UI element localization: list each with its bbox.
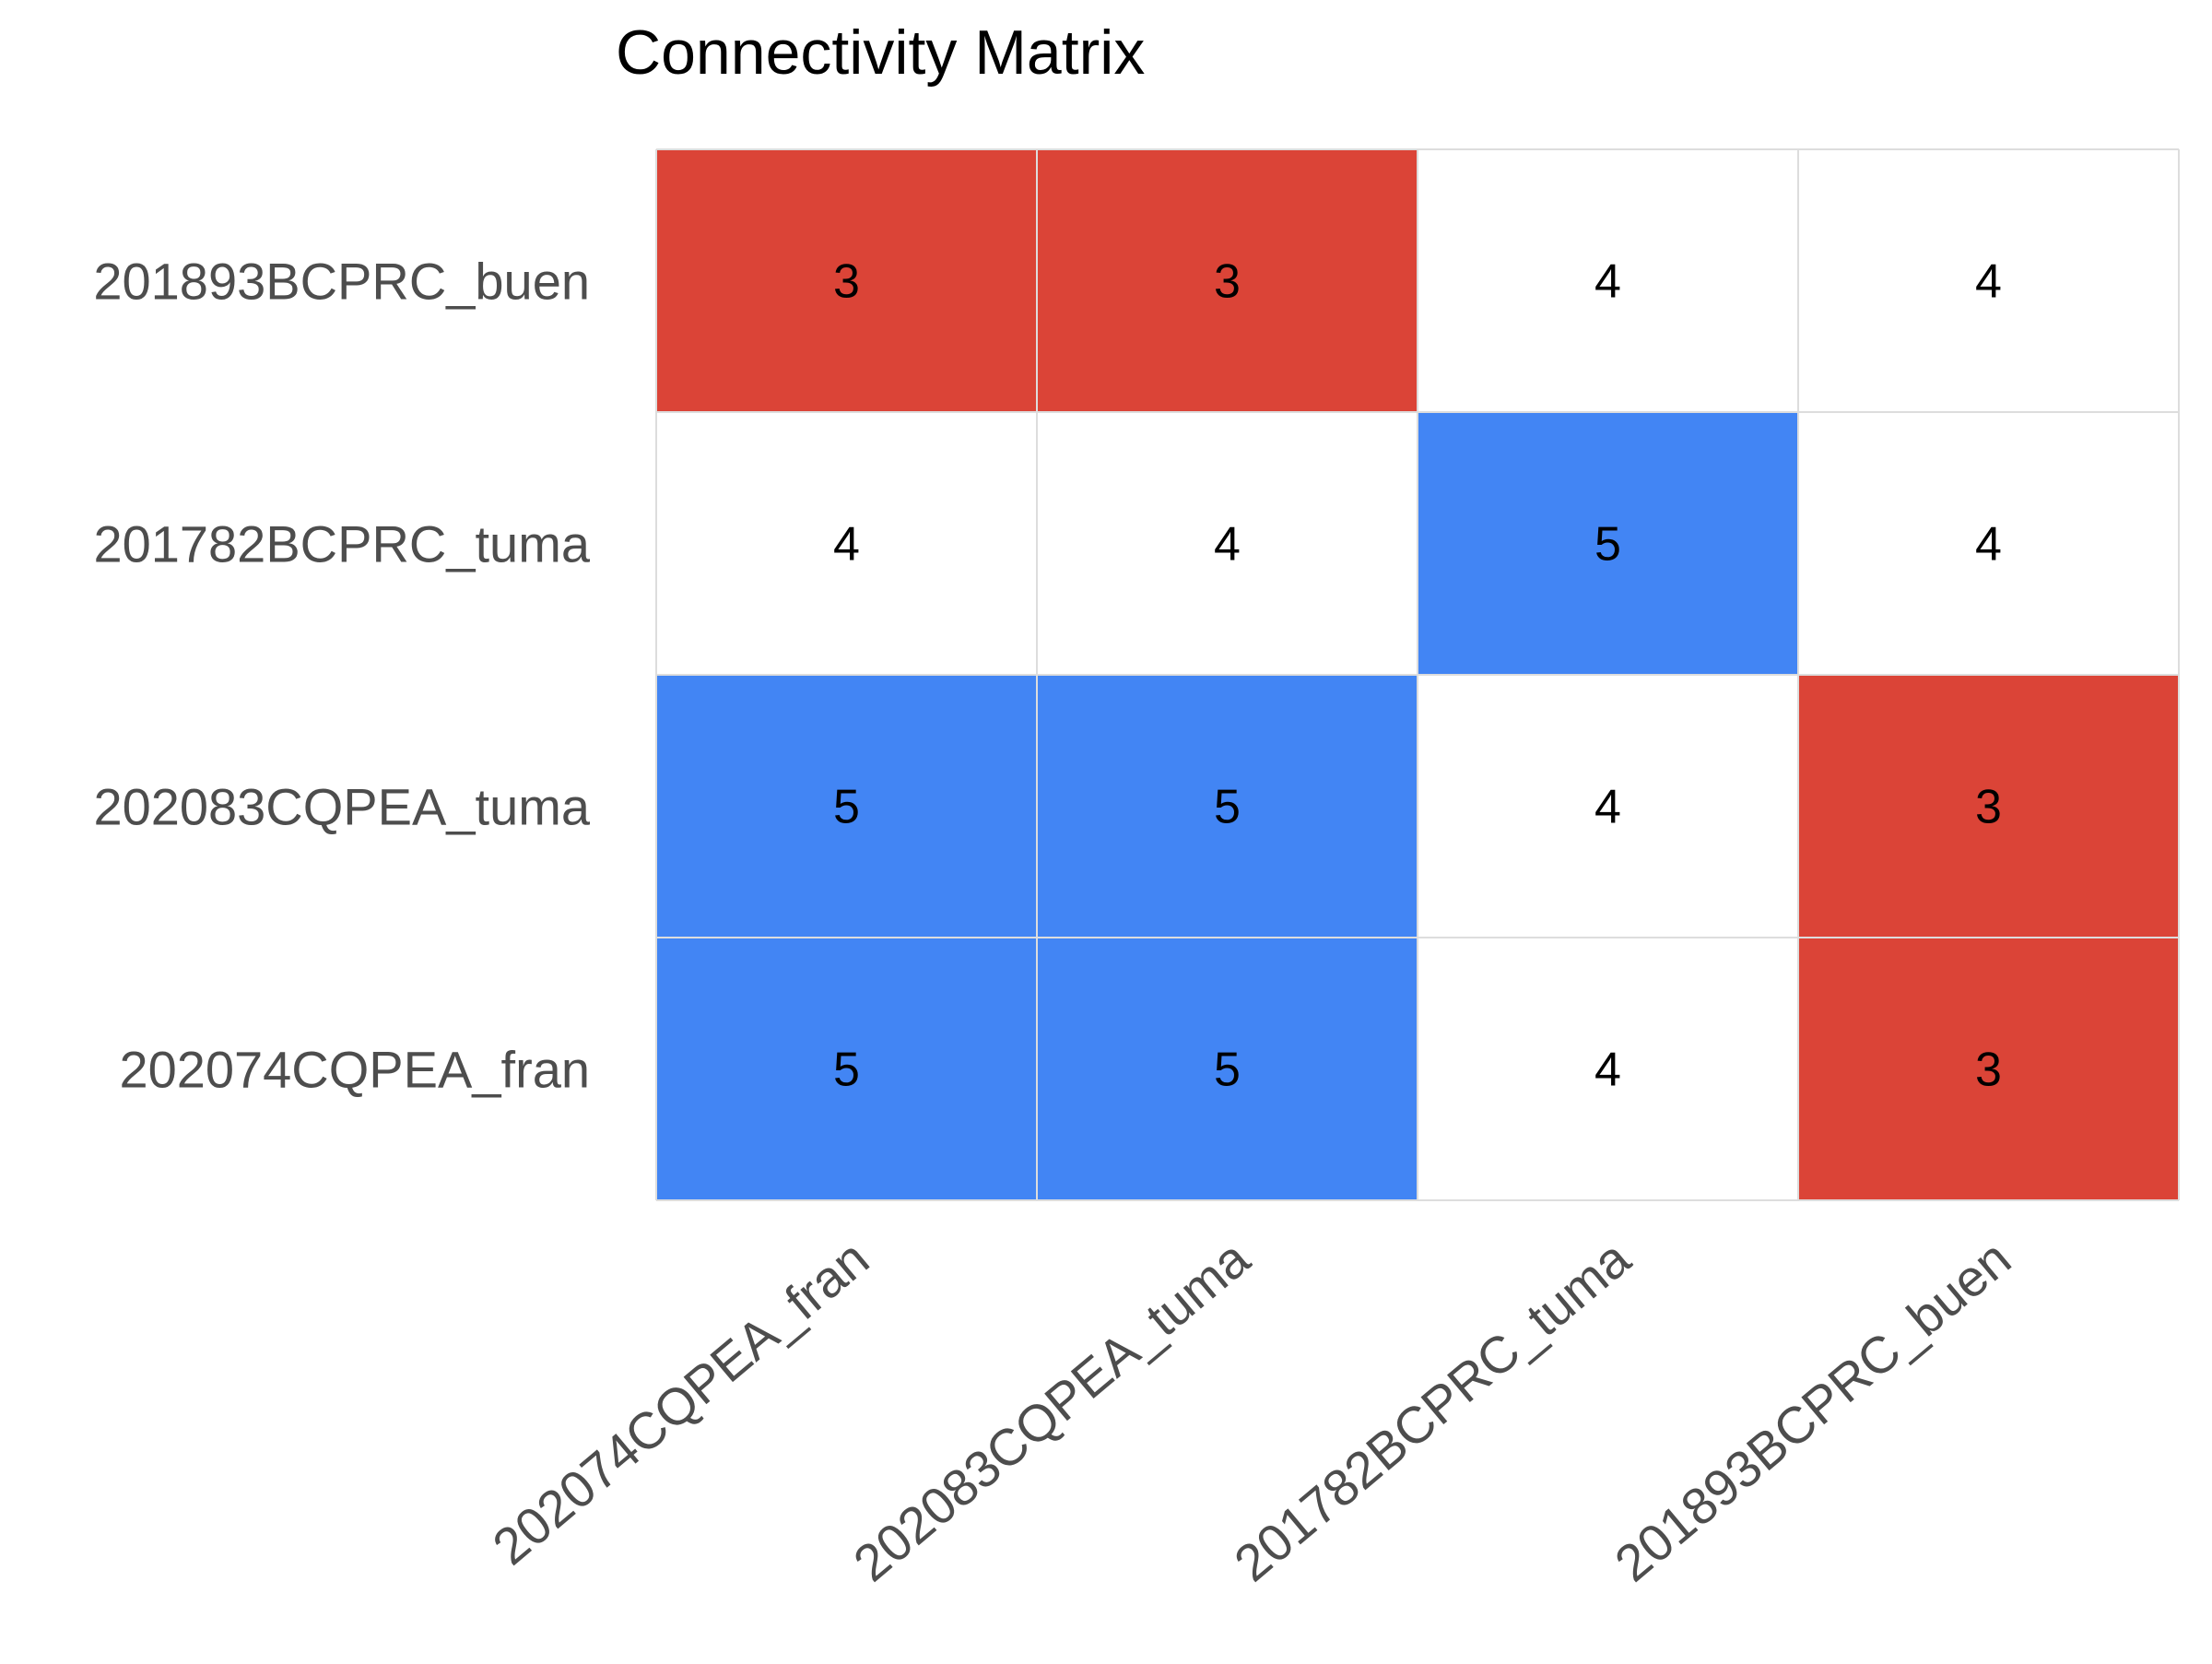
heatmap-cell-value: 4 xyxy=(1975,255,2002,309)
heatmap-cell-value: 4 xyxy=(1214,518,1241,572)
heatmap-cell xyxy=(1418,938,1798,1200)
heatmap-cell xyxy=(1418,412,1798,675)
heatmap-cell-value: 5 xyxy=(1214,781,1241,834)
x-axis-tick-labels: 202074CQPEA_fran202083CQPEA_tuma201782BC… xyxy=(482,1228,2022,1592)
heatmap-cell xyxy=(656,149,1037,412)
heatmap-cell-value: 4 xyxy=(833,518,860,572)
heatmap-cell xyxy=(656,412,1037,675)
heatmap-cell xyxy=(1037,675,1418,938)
y-tick-label: 202083CQPEA_tuma xyxy=(93,778,590,836)
chart-title: Connectivity Matrix xyxy=(616,18,1145,88)
heatmap-cell-value: 4 xyxy=(1975,518,2002,572)
heatmap-cell xyxy=(1037,412,1418,675)
x-tick-label: 202074CQPEA_fran xyxy=(482,1229,880,1575)
heatmap-cell xyxy=(1798,938,2179,1200)
heatmap-cell xyxy=(1037,149,1418,412)
heatmap-cell-value: 3 xyxy=(1975,1044,2002,1097)
heatmap-cell xyxy=(1037,938,1418,1200)
heatmap-cell-labels: 3 3 4 4 4 4 5 4 5 5 4 3 5 5 4 3 xyxy=(833,255,2002,1097)
heatmap-cell-value: 3 xyxy=(833,255,860,309)
y-tick-label: 201782BCPRC_tuma xyxy=(93,515,590,573)
heatmap-cell-value: 3 xyxy=(1975,781,2002,834)
x-tick-label: 202083CQPEA_tuma xyxy=(842,1228,1261,1592)
heatmap-cell-value: 4 xyxy=(1594,255,1621,309)
heatmap-cell xyxy=(1418,149,1798,412)
heatmap-cell xyxy=(656,675,1037,938)
heatmap-cell-value: 5 xyxy=(833,781,860,834)
heatmap-cells xyxy=(656,149,2179,1200)
heatmap-cell-value: 4 xyxy=(1594,1044,1621,1097)
heatmap-cell xyxy=(1798,149,2179,412)
heatmap-grid xyxy=(655,148,2180,1201)
y-tick-label: 201893BCPRC_buen xyxy=(93,253,590,311)
heatmap-cell xyxy=(1798,412,2179,675)
heatmap-cell-value: 5 xyxy=(1214,1044,1241,1097)
y-tick-label: 202074CQPEA_fran xyxy=(119,1041,590,1099)
y-axis-tick-labels: 201893BCPRC_buen 201782BCPRC_tuma 202083CQ… xyxy=(93,253,590,1099)
heatmap-cell xyxy=(656,938,1037,1200)
heatmap-cell-value: 4 xyxy=(1594,781,1621,834)
heatmap-cell-value: 5 xyxy=(1594,518,1621,572)
x-tick-label: 201782BCPRC_tuma xyxy=(1223,1228,1641,1592)
heatmap-cell-value: 5 xyxy=(833,1044,860,1097)
heatmap-cell-value: 3 xyxy=(1214,255,1241,309)
heatmap-cell xyxy=(1798,675,2179,938)
heatmap-cell xyxy=(1418,675,1798,938)
x-tick-label: 201893BCPRC_buen xyxy=(1604,1229,2021,1592)
